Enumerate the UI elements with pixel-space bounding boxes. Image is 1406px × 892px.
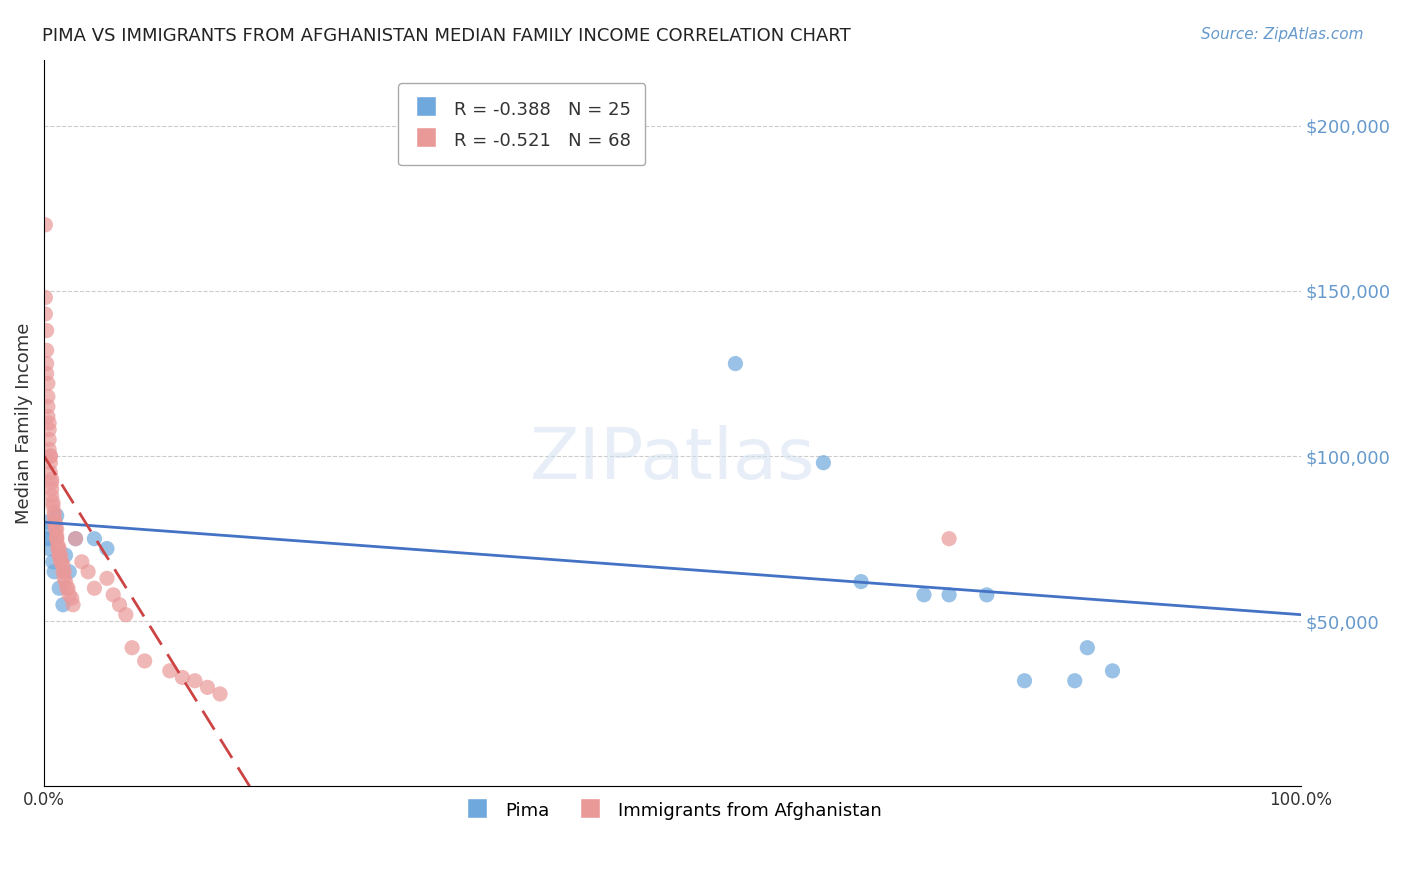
Point	[44, 515, 66, 529]
Point	[44, 505, 66, 519]
Point	[34, 307, 56, 321]
Point	[724, 357, 747, 371]
Point	[35, 343, 58, 358]
Point	[60, 591, 83, 606]
Point	[58, 565, 80, 579]
Point	[849, 574, 872, 589]
Point	[34, 291, 56, 305]
Point	[1063, 673, 1085, 688]
Point	[813, 456, 835, 470]
Y-axis label: Median Family Income: Median Family Income	[15, 322, 32, 524]
Point	[45, 508, 67, 523]
Point	[38, 423, 60, 437]
Point	[1101, 664, 1123, 678]
Point	[1014, 673, 1036, 688]
Point	[62, 598, 84, 612]
Point	[48, 541, 70, 556]
Point	[53, 571, 76, 585]
Point	[38, 442, 60, 457]
Point	[96, 571, 118, 585]
Point	[70, 555, 93, 569]
Point	[172, 670, 194, 684]
Point	[976, 588, 998, 602]
Point	[37, 409, 59, 424]
Point	[83, 581, 105, 595]
Point	[49, 548, 72, 562]
Point	[39, 532, 62, 546]
Point	[38, 416, 60, 430]
Point	[37, 390, 59, 404]
Point	[48, 548, 70, 562]
Point	[48, 581, 70, 595]
Point	[53, 565, 76, 579]
Point	[37, 376, 59, 391]
Point	[42, 555, 65, 569]
Point	[35, 324, 58, 338]
Point	[65, 532, 87, 546]
Point	[46, 541, 69, 556]
Point	[41, 482, 63, 496]
Point	[159, 664, 181, 678]
Point	[49, 555, 72, 569]
Point	[41, 489, 63, 503]
Point	[55, 548, 77, 562]
Point	[114, 607, 136, 622]
Point	[35, 357, 58, 371]
Point	[209, 687, 232, 701]
Point	[45, 532, 67, 546]
Point	[35, 367, 58, 381]
Point	[197, 681, 219, 695]
Point	[51, 555, 73, 569]
Point	[44, 508, 66, 523]
Point	[39, 449, 62, 463]
Point	[38, 433, 60, 447]
Point	[41, 522, 63, 536]
Point	[44, 565, 66, 579]
Point	[52, 565, 75, 579]
Point	[42, 495, 65, 509]
Point	[45, 528, 67, 542]
Point	[52, 598, 75, 612]
Point	[52, 558, 75, 573]
Point	[45, 522, 67, 536]
Point	[134, 654, 156, 668]
Point	[108, 598, 131, 612]
Point	[56, 581, 79, 595]
Point	[39, 456, 62, 470]
Point	[44, 522, 66, 536]
Point	[42, 499, 65, 513]
Point	[41, 475, 63, 490]
Point	[121, 640, 143, 655]
Point	[37, 532, 59, 546]
Point	[34, 515, 56, 529]
Point	[39, 466, 62, 480]
Point	[912, 588, 935, 602]
Point	[48, 548, 70, 562]
Text: PIMA VS IMMIGRANTS FROM AFGHANISTAN MEDIAN FAMILY INCOME CORRELATION CHART: PIMA VS IMMIGRANTS FROM AFGHANISTAN MEDI…	[42, 27, 851, 45]
Legend: Pima, Immigrants from Afghanistan: Pima, Immigrants from Afghanistan	[449, 785, 896, 836]
Point	[55, 574, 77, 589]
Point	[37, 400, 59, 414]
Point	[46, 538, 69, 552]
Point	[38, 541, 60, 556]
Point	[1076, 640, 1098, 655]
Point	[44, 515, 66, 529]
Text: ZIPatlas: ZIPatlas	[530, 425, 815, 494]
Point	[96, 541, 118, 556]
Point	[41, 472, 63, 486]
Point	[55, 581, 77, 595]
Point	[938, 588, 960, 602]
Point	[83, 532, 105, 546]
Point	[39, 449, 62, 463]
Text: Source: ZipAtlas.com: Source: ZipAtlas.com	[1201, 27, 1364, 42]
Point	[65, 532, 87, 546]
Point	[58, 588, 80, 602]
Point	[184, 673, 207, 688]
Point	[103, 588, 125, 602]
Point	[938, 532, 960, 546]
Point	[34, 218, 56, 232]
Point	[77, 565, 100, 579]
Point	[45, 532, 67, 546]
